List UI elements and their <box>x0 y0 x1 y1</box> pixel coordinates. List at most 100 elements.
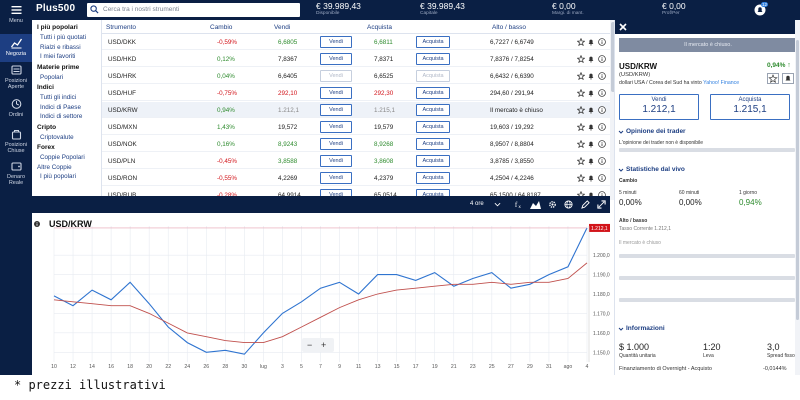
chevron-down-icon[interactable] <box>618 167 624 173</box>
info-icon[interactable] <box>598 140 606 148</box>
star-icon[interactable] <box>577 140 585 148</box>
info-icon[interactable] <box>598 106 606 114</box>
rail-item-trade[interactable]: Negozia <box>0 34 32 62</box>
sell-button[interactable]: Vendi <box>320 70 352 82</box>
zoom-in-button[interactable]: + <box>321 340 327 350</box>
info-icon[interactable] <box>598 72 606 80</box>
expand-icon[interactable] <box>597 200 606 209</box>
bell-alert-icon[interactable] <box>782 73 794 84</box>
detail-buy-button[interactable]: Acquista 1.215,1 <box>710 94 790 120</box>
table-row[interactable]: USD/KRW 0,94% 1.212,1 Vendi 1.215,1 Acquista I… <box>102 102 610 118</box>
sell-button[interactable]: Vendi <box>320 189 352 200</box>
info-icon[interactable] <box>598 55 606 63</box>
bell-icon[interactable] <box>587 140 595 148</box>
close-icon[interactable] <box>619 23 627 31</box>
chart-type-icon[interactable] <box>530 200 541 209</box>
category-item[interactable]: Criptovalute <box>40 133 74 141</box>
star-icon[interactable] <box>577 174 585 182</box>
chevron-down-icon[interactable] <box>494 201 501 208</box>
category-item[interactable]: I più popolari <box>40 173 77 180</box>
sell-button[interactable]: Vendi <box>320 87 352 99</box>
bell-icon[interactable] <box>587 72 595 80</box>
info-title[interactable]: Informazioni <box>626 325 665 332</box>
sell-button[interactable]: Vendi <box>320 138 352 150</box>
buy-button[interactable]: Acquista <box>416 172 450 184</box>
bell-icon[interactable] <box>587 157 595 165</box>
search-input[interactable]: Cerca tra i nostri strumenti <box>87 3 300 17</box>
buy-button[interactable]: Acquista <box>416 53 450 65</box>
buy-button[interactable]: Acquista <box>416 104 450 116</box>
col-highlow[interactable]: Alto / basso <box>492 24 526 31</box>
table-scrollbar[interactable] <box>610 20 616 200</box>
table-row[interactable]: USD/HKD 0,12% 7,8367 Vendi 7,8371 Acquista 7,8… <box>102 51 610 67</box>
category-item[interactable]: Rialzi e ribassi <box>40 43 81 51</box>
chevron-down-icon[interactable] <box>618 326 624 332</box>
yahoo-finance-link[interactable]: Yahoo! Finance <box>703 80 740 86</box>
rail-item-real-money[interactable]: Denaro Reale <box>0 160 32 186</box>
buy-button[interactable]: Acquista <box>416 70 450 82</box>
table-row[interactable]: USD/PLN -0,45% 3,8588 Vendi 3,8608 Acquista 3,… <box>102 153 610 169</box>
info-icon[interactable] <box>598 89 606 97</box>
bell-icon[interactable] <box>587 106 595 114</box>
col-change[interactable]: Cambio <box>210 24 233 31</box>
star-icon[interactable] <box>577 106 585 114</box>
table-row[interactable]: USD/NOK 0,16% 8,9243 Vendi 8,9268 Acquista 8,9… <box>102 136 610 152</box>
table-row[interactable]: USD/RUB -0,28% 64,9914 Vendi 65,0514 Acquista… <box>102 187 610 200</box>
zoom-out-button[interactable]: − <box>307 340 313 350</box>
category-item[interactable]: Altre Coppie <box>37 163 72 171</box>
sell-button[interactable]: Vendi <box>320 121 352 133</box>
col-instrument[interactable]: Strumento <box>106 24 136 31</box>
table-row[interactable]: USD/HRK 0,04% 6,6405 Vendi 6,6525 Acquista 6,6… <box>102 68 610 84</box>
col-sell[interactable]: Vendi <box>274 24 291 31</box>
star-icon[interactable] <box>577 157 585 165</box>
star-icon[interactable] <box>577 89 585 97</box>
info-icon[interactable] <box>598 157 606 165</box>
price-chart[interactable]: USD/KRW 10 12 14 16 18 20 22 24 26 28 30 lug 3 5 7 9 11 1… <box>32 214 610 372</box>
globe-icon[interactable] <box>564 200 573 209</box>
category-item[interactable]: Popolari <box>40 73 64 81</box>
star-icon[interactable] <box>577 72 585 80</box>
sell-button[interactable]: Vendi <box>320 155 352 167</box>
table-row[interactable]: USD/RON -0,55% 4,2269 Vendi 4,2379 Acquista 4,… <box>102 170 610 186</box>
bell-icon[interactable] <box>587 123 595 131</box>
bell-icon[interactable] <box>587 174 595 182</box>
star-icon[interactable] <box>577 38 585 46</box>
chevron-down-icon[interactable] <box>618 129 624 135</box>
rail-item-closed-positions[interactable]: Posizioni Chiuse <box>0 128 32 154</box>
sell-button[interactable]: Vendi <box>320 172 352 184</box>
pencil-icon[interactable] <box>581 200 590 209</box>
info-icon[interactable] <box>598 38 606 46</box>
category-item[interactable]: I miei favoriti <box>40 53 76 60</box>
bell-icon[interactable] <box>587 38 595 46</box>
rail-item-orders[interactable]: Ordini <box>0 98 32 118</box>
bell-icon[interactable] <box>587 89 595 97</box>
category-item[interactable]: Indici di settore <box>40 113 83 120</box>
category-item[interactable]: Tutti gli indici <box>40 94 77 101</box>
table-row[interactable]: USD/HUF -0,75% 292,10 Vendi 292,30 Acquista 29… <box>102 85 610 101</box>
table-row[interactable]: USD/DKK -0,59% 6,6805 Vendi 6,6811 Acquista 6,… <box>102 34 610 50</box>
info-icon[interactable] <box>598 174 606 182</box>
col-buy[interactable]: Acquista <box>367 24 392 31</box>
gear-icon[interactable] <box>548 200 557 209</box>
buy-button[interactable]: Acquista <box>416 121 450 133</box>
live-stats-title[interactable]: Statistiche dal vivo <box>626 166 685 173</box>
sell-button[interactable]: Vendi <box>320 36 352 48</box>
sentiment-title[interactable]: Opinione dei trader <box>626 128 686 135</box>
sell-button[interactable]: Vendi <box>320 53 352 65</box>
buy-button[interactable]: Acquista <box>416 155 450 167</box>
sell-button[interactable]: Vendi <box>320 104 352 116</box>
star-icon[interactable] <box>577 55 585 63</box>
rail-item-open-positions[interactable]: Posizioni Aperte <box>0 64 32 90</box>
detail-sell-button[interactable]: Vendi 1.212,1 <box>619 94 699 120</box>
detail-scrollbar[interactable] <box>795 20 800 375</box>
buy-button[interactable]: Acquista <box>416 87 450 99</box>
info-icon[interactable] <box>598 123 606 131</box>
menu-button[interactable]: Menu <box>0 4 32 24</box>
category-item[interactable]: Coppie Popolari <box>40 154 85 161</box>
category-item[interactable]: Indici di Paese <box>40 103 81 111</box>
bell-icon[interactable] <box>587 55 595 63</box>
buy-button[interactable]: Acquista <box>416 189 450 200</box>
buy-button[interactable]: Acquista <box>416 36 450 48</box>
category-item[interactable]: Tutti i più quotati <box>40 34 86 41</box>
